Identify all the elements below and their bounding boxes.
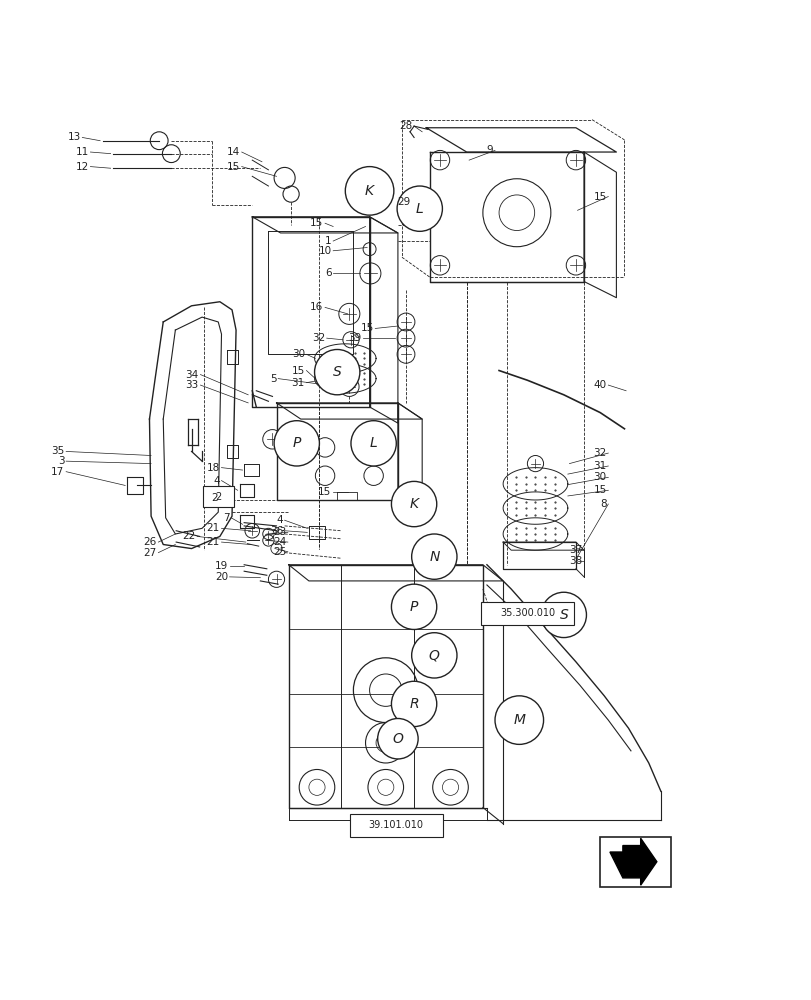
Text: 29: 29 [397, 197, 410, 207]
Text: S: S [559, 608, 568, 622]
Text: 23: 23 [272, 527, 286, 537]
Text: 15: 15 [310, 218, 323, 228]
Circle shape [411, 534, 457, 579]
Bar [599, 837, 671, 887]
Text: 17: 17 [51, 467, 64, 477]
Text: 14: 14 [226, 147, 240, 157]
Text: 21: 21 [206, 523, 220, 533]
Text: 10: 10 [318, 246, 331, 256]
Text: 39: 39 [348, 333, 361, 343]
Text: 15: 15 [226, 162, 240, 172]
Text: S: S [333, 365, 341, 379]
Text: 11: 11 [75, 147, 88, 157]
Text: 6: 6 [324, 268, 331, 278]
Text: M: M [513, 713, 525, 727]
Text: P: P [410, 600, 418, 614]
Text: 18: 18 [206, 463, 220, 473]
Text: L: L [369, 436, 377, 450]
Circle shape [350, 421, 396, 466]
Circle shape [495, 696, 543, 744]
Bar [203, 486, 234, 507]
Text: 21: 21 [206, 537, 220, 547]
Text: 1: 1 [324, 236, 331, 246]
Text: 32: 32 [593, 448, 606, 458]
Text: 22: 22 [182, 531, 195, 541]
Text: 30: 30 [593, 472, 606, 482]
Text: 38: 38 [569, 556, 581, 566]
Text: 31: 31 [291, 378, 304, 388]
Text: K: K [409, 497, 418, 511]
Circle shape [397, 186, 442, 231]
Text: 39.101.010: 39.101.010 [368, 820, 423, 830]
Text: 31: 31 [593, 461, 606, 471]
Text: N: N [428, 550, 439, 564]
Text: 12: 12 [75, 162, 88, 172]
Text: 28: 28 [399, 121, 412, 131]
Circle shape [391, 681, 436, 727]
Text: 9: 9 [486, 145, 493, 155]
Circle shape [411, 633, 457, 678]
Text: 15: 15 [291, 366, 304, 376]
Text: 15: 15 [360, 323, 373, 333]
Text: 37: 37 [569, 545, 581, 555]
Text: 19: 19 [214, 561, 228, 571]
Text: 15: 15 [593, 192, 606, 202]
Text: 35: 35 [51, 446, 64, 456]
Text: 30: 30 [291, 349, 304, 359]
Circle shape [345, 167, 393, 215]
Text: 15: 15 [318, 487, 331, 497]
Circle shape [391, 584, 436, 629]
Text: Q: Q [428, 648, 440, 662]
Text: 3: 3 [58, 456, 64, 466]
Text: 4: 4 [276, 515, 283, 525]
Circle shape [314, 349, 359, 395]
Text: 27: 27 [144, 548, 157, 558]
Text: 16: 16 [310, 302, 323, 312]
Text: 20: 20 [215, 572, 228, 582]
Text: K: K [365, 184, 374, 198]
Text: 8: 8 [599, 499, 606, 509]
Text: P: P [292, 436, 301, 450]
Text: 26: 26 [144, 537, 157, 547]
Text: 25: 25 [272, 547, 286, 557]
Text: O: O [392, 732, 403, 746]
Bar [350, 814, 442, 837]
Text: 2: 2 [215, 492, 221, 502]
Text: 7: 7 [223, 513, 230, 523]
Text: 15: 15 [593, 485, 606, 495]
Text: 32: 32 [311, 333, 324, 343]
Text: L: L [415, 202, 423, 216]
Circle shape [377, 718, 418, 759]
Text: 40: 40 [593, 380, 606, 390]
Text: 13: 13 [67, 132, 80, 142]
Text: 2: 2 [212, 493, 218, 503]
Text: 5: 5 [269, 374, 277, 384]
Bar [480, 602, 573, 625]
Polygon shape [609, 838, 656, 885]
Circle shape [540, 592, 586, 638]
Text: 34: 34 [186, 370, 199, 380]
Text: 24: 24 [272, 537, 286, 547]
Text: 4: 4 [213, 476, 220, 486]
Text: R: R [409, 697, 418, 711]
Circle shape [274, 421, 319, 466]
Text: 35.300.010: 35.300.010 [500, 608, 554, 618]
Circle shape [391, 481, 436, 527]
Text: 33: 33 [186, 380, 199, 390]
Text: 36: 36 [269, 526, 283, 536]
